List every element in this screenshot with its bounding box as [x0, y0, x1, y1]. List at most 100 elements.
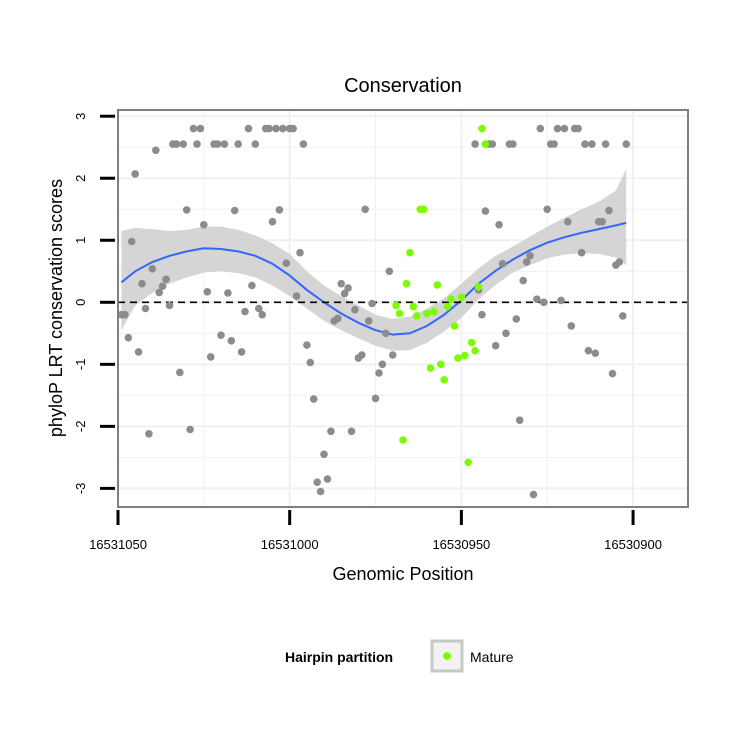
legend-label-mature: Mature — [470, 649, 514, 665]
other-point — [584, 346, 593, 355]
mature-point — [399, 436, 407, 444]
other-point — [172, 140, 181, 148]
other-point — [471, 140, 479, 148]
other-point — [275, 206, 284, 214]
mature-point — [443, 302, 452, 311]
other-point — [224, 289, 232, 297]
other-point — [289, 124, 297, 133]
other-point — [361, 205, 370, 214]
other-point — [196, 124, 205, 133]
other-point — [148, 265, 157, 273]
other-point — [533, 295, 541, 304]
mature-point — [423, 309, 431, 318]
other-point — [241, 307, 249, 316]
other-point — [529, 490, 538, 499]
other-point — [193, 140, 201, 148]
other-point — [282, 259, 291, 268]
other-point — [127, 237, 136, 246]
mature-point — [457, 293, 466, 302]
other-point — [244, 124, 253, 133]
y-axis-title: phyloP LRT conservation scores — [46, 179, 66, 437]
other-point — [553, 124, 562, 133]
other-point — [320, 450, 328, 459]
other-point — [306, 358, 315, 367]
other-point — [502, 329, 510, 338]
mature-point — [409, 302, 418, 311]
other-point — [351, 305, 359, 314]
y-tick-label: -3 — [73, 483, 88, 495]
mature-point — [419, 205, 428, 214]
other-point — [131, 170, 139, 178]
other-point — [550, 140, 558, 148]
other-point — [560, 124, 569, 133]
other-point — [265, 124, 273, 133]
other-point — [323, 475, 332, 483]
other-point — [292, 292, 301, 300]
other-point — [206, 353, 215, 361]
mature-point — [447, 295, 455, 304]
other-point — [347, 427, 356, 436]
mature-point — [481, 140, 490, 148]
other-point — [217, 331, 225, 340]
mature-point — [392, 301, 400, 310]
y-axis: -3 -2 -1 0 1 2 3 — [73, 113, 115, 495]
other-point — [179, 140, 187, 148]
other-point — [138, 279, 146, 288]
other-point — [176, 368, 184, 377]
legend-key-mature-dot — [443, 652, 451, 660]
panel-border — [117, 109, 689, 508]
x-tick-label: 16531000 — [261, 537, 319, 552]
mature-point — [478, 124, 486, 133]
other-point — [334, 314, 342, 323]
other-point — [371, 394, 380, 403]
mature-point — [474, 283, 483, 291]
other-point — [251, 140, 260, 148]
data-points — [117, 124, 630, 499]
x-axis-title: Genomic Position — [332, 564, 473, 584]
other-point — [145, 430, 153, 438]
other-point — [234, 140, 242, 148]
other-point — [203, 288, 212, 296]
other-point — [124, 333, 133, 342]
other-point — [512, 315, 521, 323]
other-point — [619, 312, 627, 320]
other-point — [488, 140, 497, 148]
other-point — [313, 478, 322, 487]
other-point — [519, 276, 527, 285]
other-point — [491, 341, 500, 350]
y-tick-label: 0 — [73, 299, 88, 306]
y-tick-label: 1 — [73, 237, 88, 244]
other-point — [303, 341, 311, 349]
other-point — [564, 217, 572, 226]
other-point — [522, 258, 531, 266]
mature-point — [426, 364, 435, 372]
other-point — [581, 140, 589, 148]
other-point — [200, 221, 208, 229]
other-point — [152, 146, 160, 155]
mature-point — [412, 312, 421, 320]
other-point — [385, 267, 394, 276]
other-point — [158, 282, 167, 291]
smooth-trend-line — [120, 221, 627, 336]
other-point — [134, 348, 143, 356]
mature-point — [406, 248, 414, 257]
other-point — [615, 258, 624, 266]
x-tick-label: 16531050 — [89, 537, 147, 552]
other-point — [368, 299, 376, 308]
mature-point — [430, 307, 438, 316]
other-point — [481, 207, 490, 215]
plot-panel — [117, 109, 689, 508]
other-point — [272, 124, 280, 133]
other-point — [155, 288, 163, 297]
other-point — [536, 124, 545, 133]
legend: Hairpin partition Mature — [285, 639, 514, 673]
other-point — [495, 221, 503, 229]
other-point — [268, 217, 277, 226]
other-point — [388, 351, 397, 359]
mature-point — [440, 376, 449, 384]
other-point — [375, 369, 383, 377]
other-point — [316, 487, 325, 496]
other-point — [543, 205, 551, 214]
other-point — [605, 206, 613, 215]
